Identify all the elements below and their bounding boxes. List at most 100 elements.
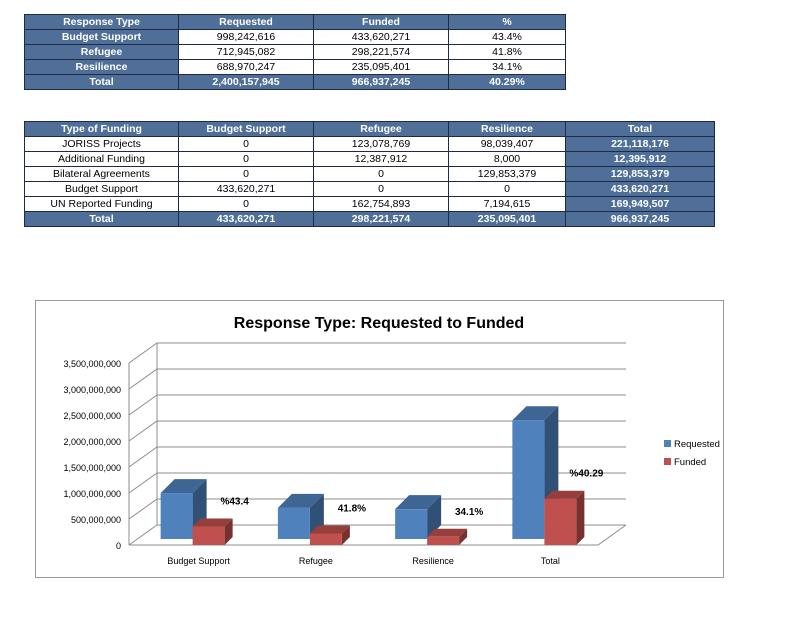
bar-requested-2 <box>395 495 442 539</box>
bar-top <box>160 479 207 494</box>
bar-funded-3 <box>544 490 585 545</box>
bar-funded-1 <box>309 525 350 545</box>
table-header-row: Response Type Requested Funded % <box>24 14 566 30</box>
row-label: JORISS Projects <box>24 136 179 152</box>
floor-edge <box>129 524 627 546</box>
y-tick-label: 0 <box>116 541 121 551</box>
table-cell: 34.1% <box>448 59 566 75</box>
header-cell: Total <box>565 121 715 137</box>
header-cell: Type of Funding <box>24 121 179 137</box>
bar-front <box>395 509 428 539</box>
table-row: Budget Support 998,242,616 433,620,271 4… <box>24 29 566 45</box>
bar-side <box>459 528 468 545</box>
total-cell: 298,221,574 <box>313 211 449 227</box>
table-cell: 7,194,615 <box>448 196 566 212</box>
total-label: Total <box>24 211 179 227</box>
legend-swatch <box>664 440 671 447</box>
table-cell: 433,620,271 <box>313 29 449 45</box>
row-label: Budget Support <box>24 29 179 45</box>
bar-requested-1 <box>277 493 324 539</box>
legend-swatch <box>664 458 671 465</box>
table-cell: 41.8% <box>448 44 566 60</box>
y-tick-label: 2,000,000,000 <box>63 437 121 447</box>
bar-funded-0 <box>192 518 233 545</box>
data-label: %40.29 <box>569 469 603 480</box>
bar-side <box>341 525 350 545</box>
table-cell: 0 <box>178 196 314 212</box>
bar-front <box>544 498 577 545</box>
row-label: Resilience <box>24 59 179 75</box>
table-row: Bilateral Agreements 0 0 129,853,379 129… <box>24 166 715 182</box>
table-cell: 0 <box>313 181 449 197</box>
table-cell: 0 <box>178 166 314 182</box>
bar-funded-2 <box>427 528 468 545</box>
header-cell: % <box>448 14 566 30</box>
total-cell: 433,620,271 <box>178 211 314 227</box>
bar-front <box>277 507 310 539</box>
header-cell: Budget Support <box>178 121 314 137</box>
table-row: UN Reported Funding 0 162,754,893 7,194,… <box>24 196 715 212</box>
table-cell: 123,078,769 <box>313 136 449 152</box>
legend: Requested Funded <box>664 439 720 468</box>
chart-container: Response Type: Requested to Funded 0 500,0… <box>35 300 724 578</box>
row-total-cell: 169,949,507 <box>565 196 715 212</box>
total-cell: 2,400,157,945 <box>178 74 314 90</box>
row-label: Refugee <box>24 44 179 60</box>
y-tick-label: 2,500,000,000 <box>63 411 121 421</box>
response-type-table: Response Type Requested Funded % Budget … <box>24 14 566 90</box>
total-cell: 966,937,245 <box>313 74 449 90</box>
x-tick-label: Resilience <box>412 556 454 566</box>
table-cell: 0 <box>448 181 566 197</box>
total-cell: 40.29% <box>448 74 566 90</box>
bar-front <box>309 533 342 545</box>
table-cell: 12,387,912 <box>313 151 449 167</box>
bar-front <box>427 536 460 545</box>
chart-title: Response Type: Requested to Funded <box>234 315 524 332</box>
bar-top <box>544 490 585 499</box>
table-cell: 298,221,574 <box>313 44 449 60</box>
table-row: JORISS Projects 0 123,078,769 98,039,407… <box>24 136 715 152</box>
x-tick-label: Budget Support <box>167 556 230 566</box>
table-cell: 129,853,379 <box>448 166 566 182</box>
y-tick-label: 1,000,000,000 <box>63 489 121 499</box>
table-cell: 0 <box>178 136 314 152</box>
y-tick-label: 1,500,000,000 <box>63 463 121 473</box>
table-row: Budget Support 433,620,271 0 0 433,620,2… <box>24 181 715 197</box>
row-label: Budget Support <box>24 181 179 197</box>
row-total-cell: 221,118,176 <box>565 136 715 152</box>
total-cell: 966,937,245 <box>565 211 715 227</box>
table-cell: 162,754,893 <box>313 196 449 212</box>
bar-top <box>512 406 559 421</box>
bar-side <box>576 490 585 545</box>
table-header-row: Type of Funding Budget Support Refugee R… <box>24 121 715 137</box>
data-label: 41.8% <box>338 503 366 514</box>
table-cell: 0 <box>313 166 449 182</box>
total-cell: 235,095,401 <box>448 211 566 227</box>
header-cell: Requested <box>178 14 314 30</box>
table-row: Additional Funding 0 12,387,912 8,000 12… <box>24 151 715 167</box>
bar-top <box>427 528 468 537</box>
bar-top <box>309 525 350 534</box>
bars <box>160 406 585 545</box>
data-label: 34.1% <box>455 507 483 518</box>
total-row: Total 2,400,157,945 966,937,245 40.29% <box>24 74 566 90</box>
table-cell: 998,242,616 <box>178 29 314 45</box>
row-total-cell: 433,620,271 <box>565 181 715 197</box>
table-cell: 0 <box>178 151 314 167</box>
header-cell: Funded <box>313 14 449 30</box>
table-cell: 8,000 <box>448 151 566 167</box>
table-cell: 43.4% <box>448 29 566 45</box>
bar-front <box>512 420 545 539</box>
data-label: %43.4 <box>220 496 249 507</box>
header-cell: Refugee <box>313 121 449 137</box>
total-label: Total <box>24 74 179 90</box>
bar-side <box>224 518 233 545</box>
row-total-cell: 12,395,912 <box>565 151 715 167</box>
y-tick-label: 3,500,000,000 <box>63 359 121 369</box>
table-row: Resilience 688,970,247 235,095,401 34.1% <box>24 59 566 75</box>
table-cell: 433,620,271 <box>178 181 314 197</box>
x-tick-label: Refugee <box>299 556 333 566</box>
bar-top <box>192 518 233 527</box>
bar-chart: Response Type: Requested to Funded 0 500,0… <box>63 315 720 566</box>
total-row: Total 433,620,271 298,221,574 235,095,40… <box>24 211 715 227</box>
